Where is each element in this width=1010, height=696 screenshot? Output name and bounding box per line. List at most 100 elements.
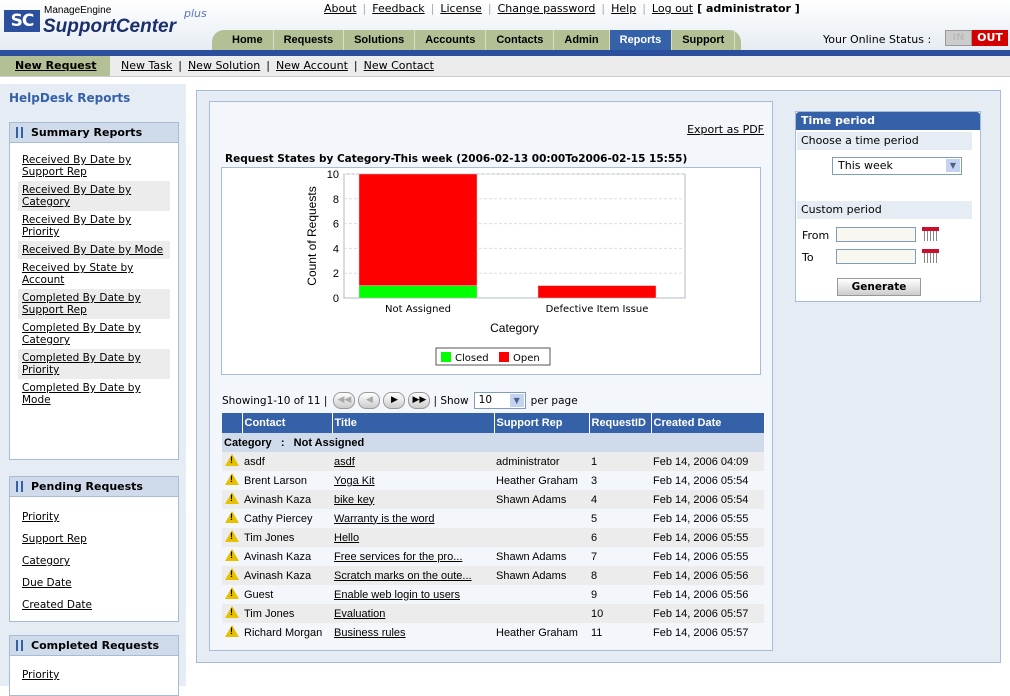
table-row[interactable]: Brent Larson Yoga Kit Heather Graham 3 Feb 1… [222,471,764,490]
summary-report-link[interactable]: Completed By Date by Category [22,322,141,346]
table-row[interactable]: Cathy Piercey Warranty is the word 5 Feb 14… [222,509,764,528]
created-date-cell: Feb 14, 2006 05:55 [653,512,749,525]
status-cell [222,471,242,490]
created-date-cell: Feb 14, 2006 05:55 [651,528,764,547]
top-link-change-password[interactable]: Change password [497,2,596,15]
sub-navigation: New Request New Task | New Solution | New Ac… [0,56,1010,77]
tab-admin[interactable]: Admin [554,30,610,50]
show-label: | Show [433,394,469,407]
request-id-cell: 6 [589,528,651,547]
status-in-button[interactable]: IN [945,30,972,46]
column-header[interactable]: RequestID [589,413,652,433]
sidebar-item: Priority [10,506,178,528]
top-link-help[interactable]: Help [611,2,637,15]
summary-reports-header[interactable]: Summary Reports [9,122,179,143]
tab-accounts[interactable]: Accounts [415,30,487,50]
column-header[interactable]: Support Rep [494,413,590,433]
per-page-select[interactable]: 10 ▼ [473,392,526,409]
calendar-icon[interactable] [922,227,939,241]
new-solution-link[interactable]: New Solution [187,59,261,72]
separator: | [601,2,606,15]
table-row[interactable]: Avinash Kaza Free services for the pro...… [222,547,764,566]
summary-report-link[interactable]: Received By Date by Priority [22,214,132,238]
support-rep-cell: Heather Graham [496,474,578,487]
summary-report-link[interactable]: Received By Date by Category [22,184,132,208]
from-date-input[interactable] [836,227,916,242]
status-out-button[interactable]: OUT [972,30,1008,46]
request-title-link[interactable]: Warranty is the word [334,512,435,525]
contact-cell: Avinash Kaza [242,490,332,509]
summary-report-link[interactable]: Completed By Date by Mode [22,382,141,406]
request-title-link[interactable]: Enable web login to users [334,588,460,601]
new-account-link[interactable]: New Account [275,59,348,72]
new-request-link[interactable]: New Request [0,56,110,76]
request-title-link[interactable]: Evaluation [334,607,386,620]
request-title-link[interactable]: Scratch marks on the oute... [334,569,472,582]
tab-support[interactable]: Support [672,30,736,50]
main-panel: Export as PDF Request States by Category… [196,90,1001,663]
request-title-link[interactable]: asdf [334,455,355,468]
title-cell: Free services for the pro... [332,547,494,566]
column-header[interactable]: Contact [242,413,333,433]
column-header[interactable]: Title [332,413,495,433]
request-title-link[interactable]: bike key [334,493,375,506]
summary-report-link[interactable]: Completed By Date by Priority [22,352,141,376]
top-link-feedback[interactable]: Feedback [372,2,425,15]
completed-report-link[interactable]: Priority [22,669,60,681]
new-task-link[interactable]: New Task [121,59,173,72]
calendar-icon[interactable] [922,249,939,263]
summary-report-link[interactable]: Received By Date by Support Rep [22,154,132,178]
top-link-log-out[interactable]: Log out [651,2,694,15]
export-pdf-link[interactable]: Export as PDF [687,123,764,136]
pending-requests-header[interactable]: Pending Requests [9,476,179,497]
next-page-icon[interactable]: ▶ [383,392,406,409]
request-title-link[interactable]: Hello [334,531,360,544]
column-header[interactable] [222,413,243,433]
new-contact-link[interactable]: New Contact [363,59,434,72]
pending-report-link[interactable]: Due Date [22,577,72,589]
warning-icon [225,549,239,561]
pending-report-link[interactable]: Category [22,555,70,567]
status-cell [222,452,242,471]
generate-button[interactable]: Generate [837,278,921,296]
request-title-link[interactable]: Business rules [334,626,406,639]
tab-contacts[interactable]: Contacts [486,30,555,50]
tab-solutions[interactable]: Solutions [344,30,416,50]
contact-cell: Avinash Kaza [244,550,312,563]
column-header[interactable]: Created Date [651,413,765,433]
table-row[interactable]: Guest Enable web login to users 9 Feb 14, 2… [222,585,764,604]
request-title-link[interactable]: Yoga Kit [334,474,375,487]
summary-report-link[interactable]: Received by State by Account [22,262,134,286]
request-title-link[interactable]: Free services for the pro... [334,550,463,563]
to-date-input[interactable] [836,249,916,264]
support-rep-cell: Shawn Adams [494,566,589,585]
last-page-icon[interactable]: ▶▶ [408,392,431,409]
time-period-select[interactable]: This week ▼ [832,157,962,175]
summary-reports-list: Received By Date by Support Rep Received … [9,143,179,460]
table-row[interactable]: Richard Morgan Business rules Heather Grah… [222,623,764,642]
from-label: From [802,229,830,242]
top-link-about[interactable]: About [324,2,357,15]
first-page-icon[interactable]: ◀◀ [333,392,356,409]
pending-report-link[interactable]: Created Date [22,599,92,611]
contact-cell: Brent Larson [244,474,307,487]
pending-report-link[interactable]: Support Rep [22,533,87,545]
top-link-license[interactable]: License [440,2,482,15]
summary-report-link[interactable]: Completed By Date by Support Rep [22,292,141,316]
tab-reports[interactable]: Reports [609,30,673,50]
created-date-cell: Feb 14, 2006 05:54 [651,490,764,509]
completed-requests-header[interactable]: Completed Requests [9,635,179,656]
tab-home[interactable]: Home [222,30,274,50]
prev-page-icon[interactable]: ◀ [358,392,381,409]
bar-closed [358,285,478,299]
pending-report-link[interactable]: Priority [22,511,60,523]
time-period-value: This week [838,159,893,172]
sidebar-item: Due Date [10,572,178,594]
summary-report-link[interactable]: Received By Date by Mode [22,244,164,256]
tab-requests[interactable]: Requests [274,30,345,50]
